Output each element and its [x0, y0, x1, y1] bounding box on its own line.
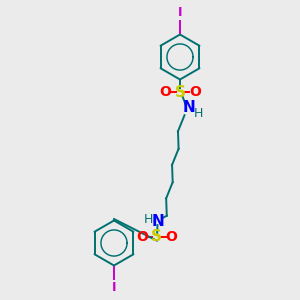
Text: H: H	[144, 213, 154, 226]
Text: S: S	[175, 85, 185, 100]
Text: I: I	[178, 6, 182, 19]
Text: I: I	[112, 281, 116, 294]
Text: O: O	[136, 230, 148, 244]
Text: N: N	[152, 214, 165, 229]
Text: O: O	[166, 230, 178, 244]
Text: N: N	[183, 100, 195, 115]
Text: S: S	[152, 229, 162, 244]
Text: O: O	[189, 85, 201, 99]
Text: H: H	[194, 106, 203, 120]
Text: O: O	[159, 85, 171, 99]
